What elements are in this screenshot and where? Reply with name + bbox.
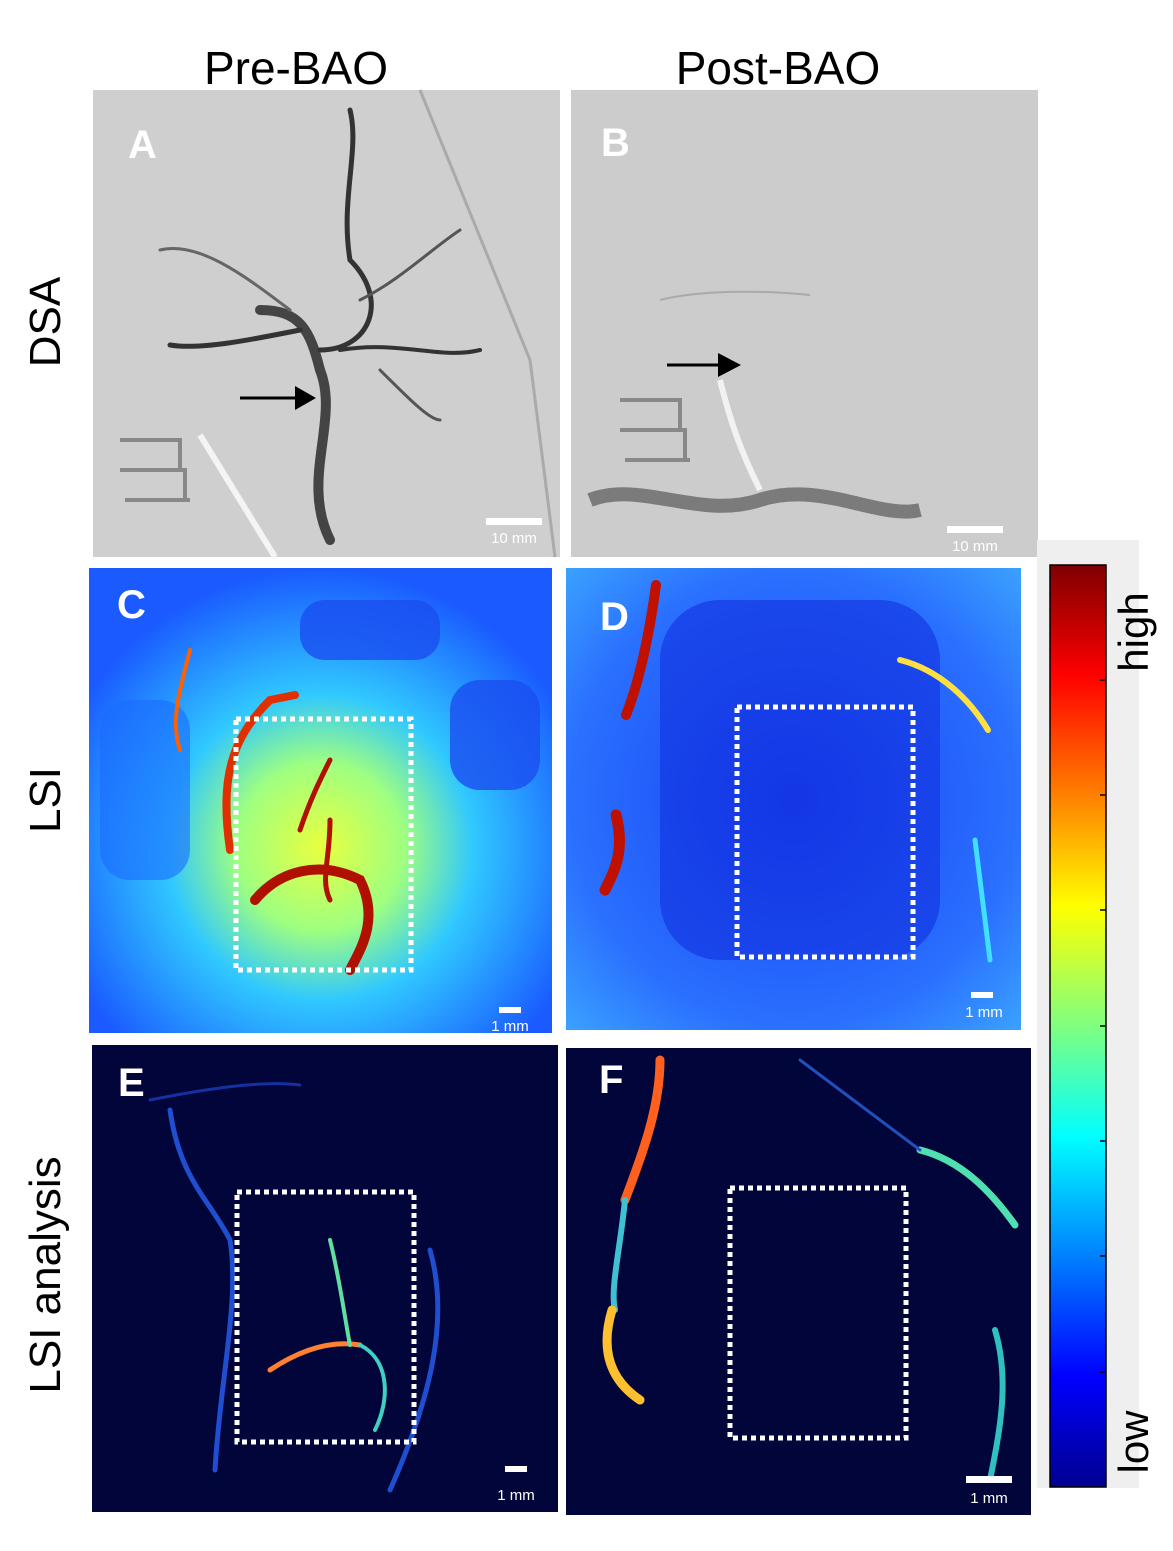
panel-letter: F: [599, 1058, 623, 1102]
panel-a: 10 mm A: [93, 89, 560, 559]
scale-bar-label: 1 mm: [497, 1487, 535, 1504]
panel-e: 1 mm E: [92, 1045, 558, 1512]
column-header: Post-BAO: [676, 42, 881, 94]
panel-d: 1 mm D: [566, 568, 1021, 1030]
scale-bar-label: 10 mm: [952, 538, 998, 555]
panel-letter: A: [128, 123, 157, 167]
colorbar: high low: [1037, 540, 1157, 1488]
panel-letter: C: [117, 583, 146, 627]
panel-c: 1 mm C: [89, 568, 552, 1035]
scale-bar-label: 1 mm: [965, 1004, 1003, 1021]
scale-bar-label: 1 mm: [970, 1490, 1008, 1507]
column-header: Pre-BAO: [204, 42, 388, 94]
panel-letter: E: [118, 1061, 145, 1105]
panel-letter: D: [600, 595, 629, 639]
colorbar-high: high: [1110, 592, 1157, 671]
scale-bar-label: 1 mm: [491, 1018, 529, 1035]
panel-b: 10 mm B: [571, 90, 1038, 557]
panel-letter: B: [601, 121, 630, 165]
row-label: DSA: [21, 276, 70, 367]
panel-f: 1 mm F: [566, 1048, 1031, 1515]
row-label: LSI: [21, 767, 70, 833]
scale-bar-label: 10 mm: [491, 530, 537, 547]
row-label: LSI analysis: [21, 1156, 70, 1393]
colorbar-low: low: [1110, 1410, 1157, 1474]
